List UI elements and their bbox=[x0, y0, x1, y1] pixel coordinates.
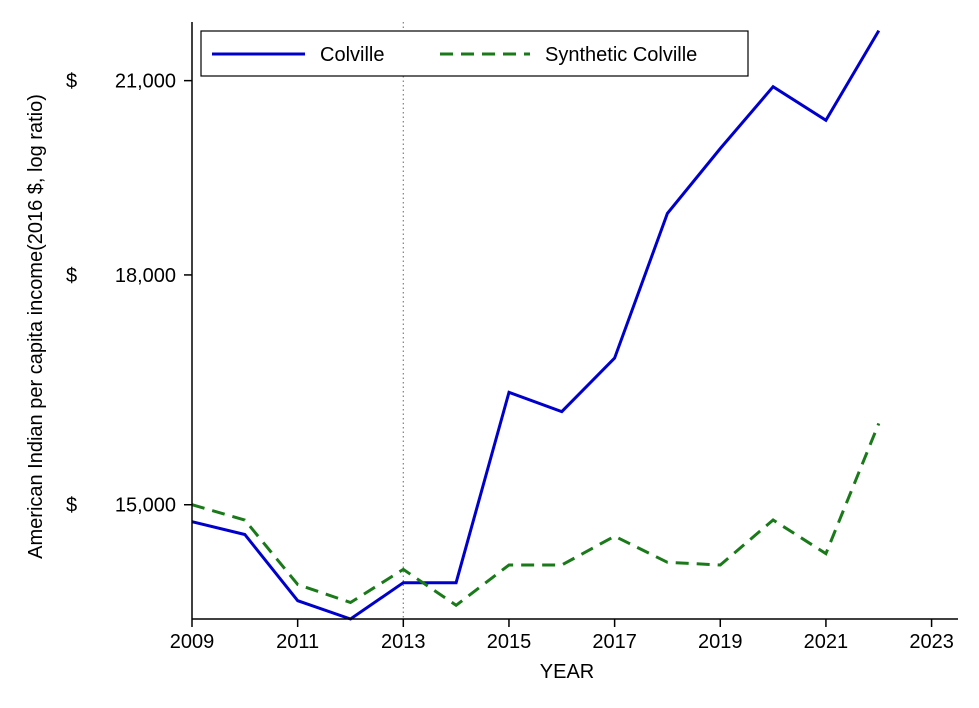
x-tick-label: 2023 bbox=[909, 631, 954, 653]
axes-layer bbox=[191, 22, 958, 620]
x-tick-label: 2021 bbox=[804, 631, 849, 653]
x-tick-label: 2017 bbox=[592, 631, 637, 653]
y-tick-currency: $ bbox=[66, 71, 77, 93]
y-axis-title: American Indian per capita income(2016 $… bbox=[25, 94, 47, 559]
legend-label-colville: Colville bbox=[320, 44, 384, 66]
x-axis-title: YEAR bbox=[540, 661, 594, 683]
series-layer bbox=[191, 29, 881, 621]
x-tick-label: 2011 bbox=[276, 631, 319, 653]
series-line-synthetic-colville bbox=[191, 422, 881, 608]
y-tick-currency: $ bbox=[66, 265, 77, 287]
y-tick-currency: $ bbox=[66, 495, 77, 517]
legend: Colville Synthetic Colville bbox=[200, 30, 749, 77]
x-tick-label: 2009 bbox=[170, 631, 215, 653]
x-tick-label: 2019 bbox=[698, 631, 743, 653]
y-tick-label: 21,000 bbox=[115, 71, 176, 93]
ticks-layer: 2009 2011 2013 2015 2017 2019 2021 2023 $ 15,000 $… bbox=[66, 71, 954, 653]
y-tick-label: 18,000 bbox=[115, 265, 176, 287]
y-tick-label: 15,000 bbox=[115, 495, 176, 517]
series-line-colville bbox=[191, 29, 881, 621]
x-tick-label: 2013 bbox=[381, 631, 426, 653]
legend-label-synthetic-colville: Synthetic Colville bbox=[545, 44, 697, 66]
x-tick-label: 2015 bbox=[487, 631, 532, 653]
